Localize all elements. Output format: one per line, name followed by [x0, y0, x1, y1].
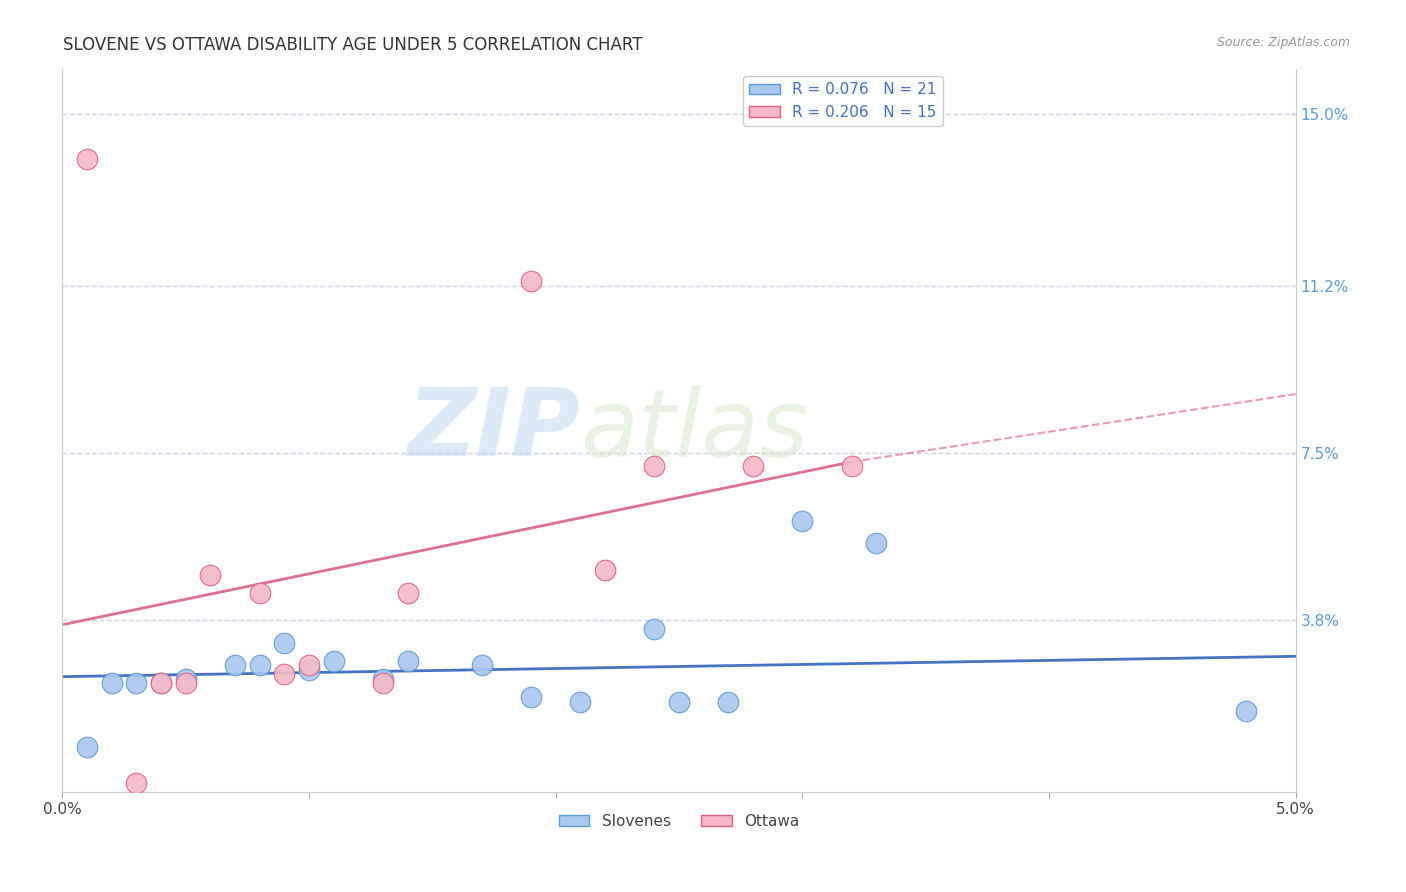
- Point: [322, 654, 344, 668]
- Point: [643, 622, 665, 636]
- Point: [396, 654, 419, 668]
- Point: [273, 636, 295, 650]
- Point: [520, 274, 543, 288]
- Point: [520, 690, 543, 704]
- Point: [273, 667, 295, 681]
- Point: [742, 459, 765, 474]
- Text: SLOVENE VS OTTAWA DISABILITY AGE UNDER 5 CORRELATION CHART: SLOVENE VS OTTAWA DISABILITY AGE UNDER 5…: [63, 36, 643, 54]
- Point: [371, 676, 394, 690]
- Point: [569, 694, 592, 708]
- Point: [150, 676, 173, 690]
- Point: [125, 676, 148, 690]
- Point: [125, 776, 148, 790]
- Point: [174, 676, 197, 690]
- Point: [717, 694, 740, 708]
- Text: atlas: atlas: [581, 384, 808, 475]
- Text: ZIP: ZIP: [408, 384, 581, 476]
- Point: [841, 459, 863, 474]
- Point: [101, 676, 124, 690]
- Point: [76, 739, 98, 754]
- Legend: Slovenes, Ottawa: Slovenes, Ottawa: [553, 808, 806, 835]
- Point: [174, 672, 197, 686]
- Point: [298, 663, 321, 677]
- Point: [76, 152, 98, 166]
- Point: [471, 658, 494, 673]
- Point: [668, 694, 690, 708]
- Point: [792, 514, 814, 528]
- Point: [865, 536, 887, 550]
- Point: [249, 586, 271, 600]
- Point: [643, 459, 665, 474]
- Point: [224, 658, 246, 673]
- Text: Source: ZipAtlas.com: Source: ZipAtlas.com: [1216, 36, 1350, 49]
- Point: [396, 586, 419, 600]
- Point: [371, 672, 394, 686]
- Point: [593, 563, 616, 577]
- Point: [249, 658, 271, 673]
- Point: [150, 676, 173, 690]
- Point: [200, 568, 222, 582]
- Point: [298, 658, 321, 673]
- Point: [1234, 704, 1257, 718]
